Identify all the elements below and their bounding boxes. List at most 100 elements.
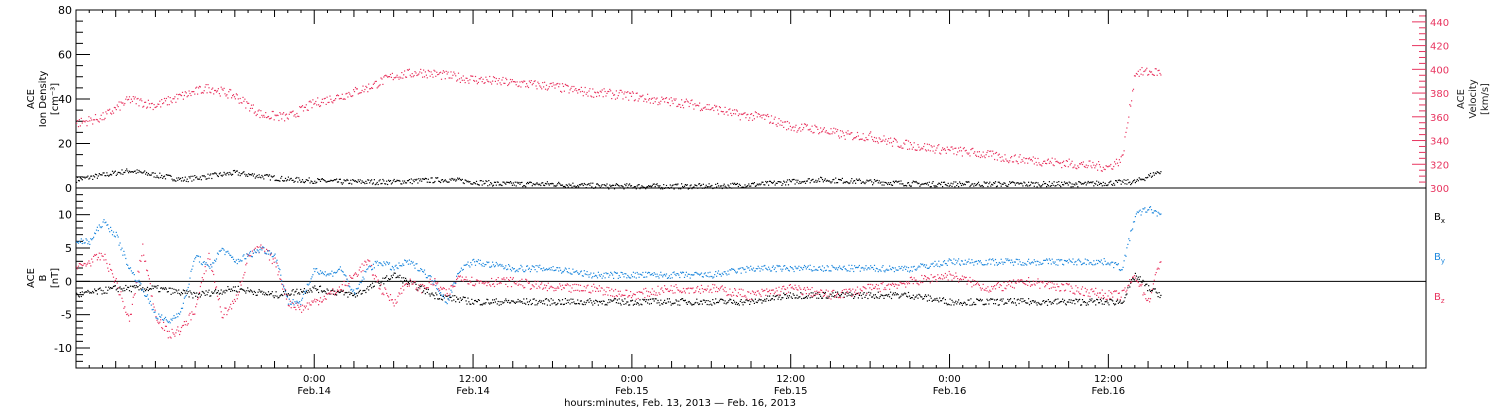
data-point [895,284,897,286]
data-point [468,82,470,84]
data-point [1155,68,1157,70]
data-point [438,288,440,290]
data-point [756,183,758,185]
data-point [747,113,749,115]
data-point [724,286,726,289]
data-point [87,289,89,292]
data-point [327,289,329,291]
data-point [781,124,783,126]
data-point [377,86,379,88]
data-point [596,288,599,290]
data-point [403,277,405,279]
data-point [771,122,773,124]
data-point [768,116,770,118]
data-point [215,286,218,288]
data-point [655,98,657,100]
data-point [1115,158,1118,160]
data-point [654,294,656,296]
data-point [571,85,573,88]
data-point [667,301,669,303]
data-point [1088,160,1090,162]
data-point [868,283,870,285]
data-point [985,182,987,184]
data-point [541,282,543,284]
data-point [1022,298,1024,300]
data-point [287,293,289,295]
data-point [431,280,433,283]
data-point [760,114,762,116]
data-point [366,86,368,89]
data-point [415,283,417,285]
data-point [78,263,80,265]
data-point [912,180,914,182]
data-point [522,186,524,188]
data-point [369,88,371,90]
data-point [492,80,494,82]
data-point [1029,285,1032,287]
data-point [425,288,427,290]
data-point [805,125,807,127]
data-point [1129,279,1131,281]
data-point [908,295,911,297]
data-point [335,179,337,181]
data-point [326,96,328,98]
data-point [116,173,118,175]
data-point [1000,160,1002,162]
data-point [843,289,845,291]
data-point [658,292,660,294]
data-point [498,282,500,285]
data-point [498,78,500,80]
data-point [818,133,820,135]
data-point [440,288,443,290]
data-point [751,290,754,292]
data-point [117,287,119,289]
data-point [99,118,101,120]
data-point [1048,288,1050,290]
data-point [846,295,848,297]
data-point [266,294,268,296]
data-point [553,84,555,86]
data-point [472,284,474,286]
data-point [962,302,964,304]
data-point [418,178,420,180]
data-point [504,82,506,84]
data-point [361,263,363,265]
data-point [300,106,302,109]
data-point [1035,302,1037,304]
data-point [1115,303,1117,305]
data-point [896,287,898,289]
data-point [995,151,998,154]
data-point [611,300,613,302]
data-point [993,153,995,155]
data-point [1119,161,1121,163]
data-point [956,275,958,277]
data-point [230,254,232,257]
data-point [870,292,872,294]
data-point [590,300,592,302]
data-point [175,101,177,103]
data-point [122,173,124,175]
data-point [988,183,990,185]
data-point [333,293,335,295]
data-point [549,286,551,288]
data-point [301,291,303,293]
data-point [924,143,926,145]
data-point [966,303,968,306]
data-point [134,279,136,281]
data-point [1020,182,1022,184]
data-point [323,274,325,276]
data-point [393,178,395,181]
data-point [637,184,639,186]
data-point [1139,284,1141,286]
data-point [323,290,325,292]
data-point [156,287,158,289]
data-point [655,184,657,186]
data-point [1134,272,1136,274]
data-point [929,186,931,188]
data-point [470,75,472,77]
data-point [660,288,662,290]
data-point [790,287,792,289]
data-point [387,183,389,186]
data-point [405,76,407,78]
data-point [996,298,998,300]
